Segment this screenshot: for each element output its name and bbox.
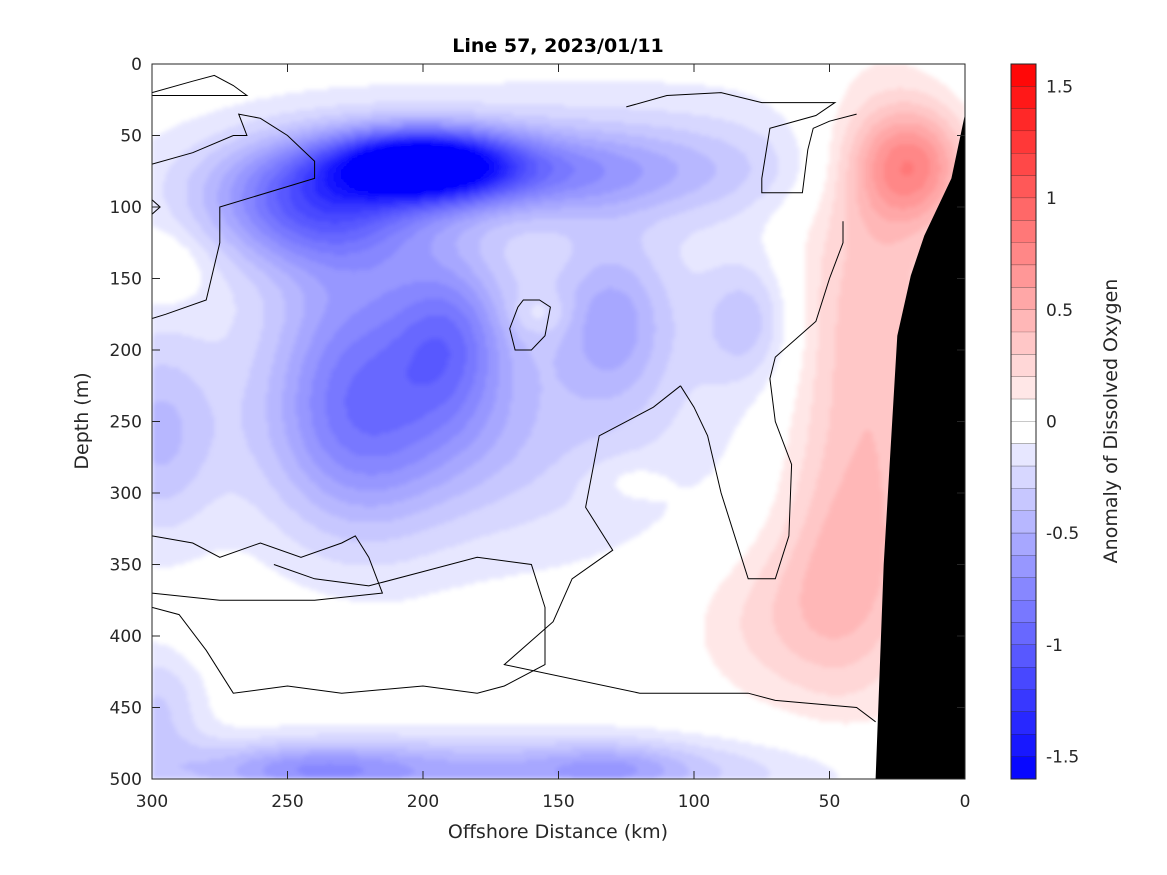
y-tick-label: 450 <box>110 699 142 719</box>
colorbar-label: Anomaly of Dissolved Oxygen <box>1100 279 1122 564</box>
bathymetry <box>875 114 965 779</box>
y-tick-label: 100 <box>110 198 142 218</box>
y-tick-label: 400 <box>110 627 142 647</box>
colorbar-band <box>1011 756 1036 780</box>
colorbar-band <box>1011 376 1036 400</box>
y-tick-label: 500 <box>110 770 142 790</box>
y-tick-label: 0 <box>131 55 142 75</box>
zero-contour-line <box>509 299 551 351</box>
colorbar-band <box>1011 265 1036 288</box>
x-tick-label: 100 <box>678 792 710 812</box>
colorbar-band <box>1011 332 1036 355</box>
x-tick-label: 50 <box>819 792 841 812</box>
x-axis-label: Offshore Distance (km) <box>448 821 668 843</box>
colorbar-band <box>1011 198 1036 221</box>
y-tick-label: 250 <box>110 413 142 433</box>
colorbar-tick-label: 0.5 <box>1046 301 1073 321</box>
x-axis: 300 250 200 150 100 50 0 <box>136 64 971 812</box>
colorbar-tick-label: 0 <box>1046 413 1057 433</box>
zero-contour-line <box>152 74 249 96</box>
y-tick-label: 150 <box>110 270 142 290</box>
zero-contours <box>152 74 876 723</box>
colorbar-band <box>1011 242 1036 266</box>
x-tick-label: 150 <box>542 792 574 812</box>
colorbar-band <box>1011 711 1036 735</box>
colorbar-band <box>1011 644 1036 668</box>
plot-area <box>152 64 965 779</box>
colorbar-tick-label: 1.5 <box>1046 77 1073 97</box>
y-axis-label: Depth (m) <box>71 372 93 469</box>
colorbar-band <box>1011 555 1036 579</box>
colorbar-band <box>1011 734 1036 758</box>
x-tick-label: 250 <box>271 792 303 812</box>
zero-contour-line <box>680 221 844 580</box>
colorbar-band <box>1011 510 1036 534</box>
zero-contour-line <box>152 535 384 601</box>
colorbar-band <box>1011 86 1036 110</box>
zero-contour-line <box>152 199 161 215</box>
colorbar-band <box>1011 421 1036 445</box>
y-tick-label: 200 <box>110 341 142 361</box>
colorbar-band <box>1011 443 1036 467</box>
anomaly-field <box>152 64 965 779</box>
colorbar-band <box>1011 399 1036 422</box>
chart-title: Line 57, 2023/01/11 <box>452 35 664 57</box>
zero-contour-line <box>152 556 546 694</box>
colorbar-tick-label: -1 <box>1046 636 1063 656</box>
colorbar-band <box>1011 689 1036 713</box>
colorbar-band <box>1011 354 1036 378</box>
colorbar-band <box>1011 488 1036 512</box>
colorbar-band <box>1011 667 1036 691</box>
colorbar-band <box>1011 622 1036 646</box>
y-axis: 0 50 100 150 200 250 300 350 400 450 500 <box>110 55 965 790</box>
colorbar: 1.5 1 0.5 0 -0.5 -1 -1.5 <box>1010 63 1079 780</box>
x-tick-label: 300 <box>136 792 168 812</box>
x-tick-label: 0 <box>960 792 971 812</box>
colorbar-frame <box>1010 63 1037 780</box>
y-tick-label: 50 <box>120 127 142 147</box>
colorbar-band <box>1011 600 1036 624</box>
colorbar-band <box>1011 220 1036 244</box>
zero-contour-line <box>503 385 876 723</box>
colorbar-band <box>1011 108 1036 132</box>
colorbar-tick-label: 1 <box>1046 189 1057 209</box>
colorbar-tick-label: -1.5 <box>1046 748 1079 768</box>
colorbar-band <box>1011 287 1036 311</box>
colorbar-band <box>1011 577 1036 601</box>
colorbar-band <box>1011 175 1036 199</box>
y-tick-label: 300 <box>110 484 142 504</box>
colorbar-band <box>1011 64 1036 87</box>
zero-contour-line <box>626 92 857 194</box>
colorbar-band <box>1011 309 1036 333</box>
colorbar-tick-label: -0.5 <box>1046 524 1079 544</box>
colorbar-band <box>1011 131 1036 154</box>
colorbar-band <box>1011 153 1036 177</box>
colorbar-band <box>1011 533 1036 557</box>
y-tick-label: 350 <box>110 556 142 576</box>
x-tick-label: 200 <box>407 792 439 812</box>
zero-contour-line <box>152 113 316 319</box>
colorbar-band <box>1011 466 1036 490</box>
